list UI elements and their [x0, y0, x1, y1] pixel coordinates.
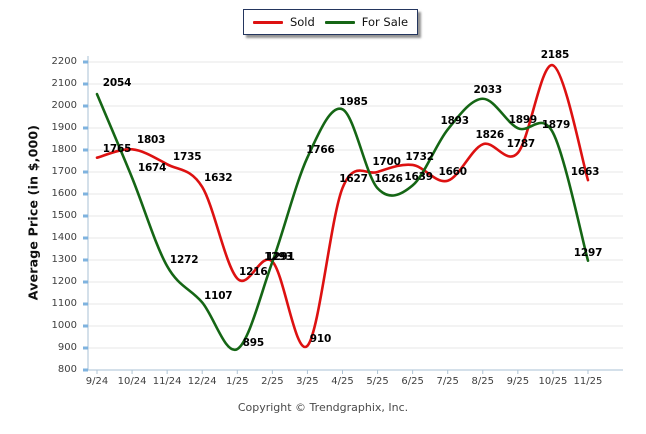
data-label-sold: 1803: [136, 134, 166, 147]
y-tick-label: 1600: [51, 188, 77, 199]
data-label-sold: 1627: [339, 173, 368, 186]
data-label-sold: 1293: [264, 250, 293, 263]
y-tick-label: 1900: [51, 122, 77, 133]
y-tick-mark: [83, 82, 88, 86]
data-label-sold: 1765: [102, 142, 132, 155]
y-tick-mark: [83, 368, 88, 372]
series-line-for-sale: [95, 92, 590, 352]
data-label-sold: 1732: [405, 150, 434, 163]
copyright-text: Copyright © Trendgraphix, Inc.: [237, 401, 409, 414]
x-tick-label: 10/24: [117, 376, 147, 387]
data-label-for-sale: 1766: [306, 144, 335, 157]
x-tick-label: 1/25: [226, 376, 249, 387]
x-tick-label: 9/24: [85, 376, 109, 387]
y-tick-mark: [83, 214, 88, 218]
y-tick-label: 1000: [51, 320, 77, 331]
data-label-sold: 1826: [475, 129, 505, 142]
data-label-for-sale: 1291: [266, 250, 295, 263]
x-tick-label: 7/25: [436, 376, 459, 387]
data-label-for-sale: 2054: [102, 77, 132, 90]
series-line-sold: [95, 64, 590, 349]
x-tick-label: 12/24: [187, 376, 217, 387]
legend-item-sold: Sold: [252, 15, 315, 29]
y-tick-mark: [83, 346, 88, 350]
x-tick-label: 11/24: [152, 376, 182, 387]
data-label-sold: 1632: [203, 171, 233, 184]
y-tick-mark: [83, 280, 88, 284]
data-label-sold: 2185: [540, 49, 570, 62]
data-label-for-sale: 1297: [573, 246, 603, 259]
y-tick-label: 1800: [51, 144, 77, 155]
y-tick-label: 900: [57, 342, 77, 353]
data-label-sold: 1216: [239, 266, 268, 279]
data-label-for-sale: 1626: [374, 173, 403, 186]
y-tick-label: 1300: [51, 254, 77, 265]
x-tick-label: 9/25: [506, 376, 530, 387]
y-tick-label: 2200: [51, 56, 77, 67]
y-tick-mark: [83, 236, 88, 240]
y-tick-mark: [83, 258, 88, 262]
x-tick-label: 2/25: [261, 376, 284, 387]
chart-legend: Sold For Sale: [243, 9, 418, 35]
y-tick-label: 2000: [51, 100, 77, 111]
data-label-sold: 1735: [172, 151, 202, 164]
data-label-for-sale: 1879: [541, 118, 571, 131]
x-tick-label: 5/25: [366, 376, 389, 387]
y-tick-mark: [83, 170, 88, 174]
x-tick-label: 3/25: [296, 376, 319, 387]
data-label-sold: 1787: [506, 137, 536, 150]
data-label-for-sale: 1107: [203, 290, 233, 303]
data-label-sold: 910: [309, 332, 332, 345]
y-tick-label: 2100: [51, 78, 77, 89]
x-tick-label: 10/25: [538, 376, 568, 387]
data-label-for-sale: 1674: [137, 161, 167, 174]
data-label-sold: 1663: [570, 166, 600, 179]
x-tick-label: 8/25: [471, 376, 494, 387]
data-label-sold: 1660: [438, 165, 467, 178]
y-tick-mark: [83, 302, 88, 306]
data-label-for-sale: 1985: [339, 96, 368, 109]
data-label-sold: 1700: [372, 156, 401, 168]
legend-item-forsale: For Sale: [324, 15, 409, 29]
y-tick-mark: [83, 148, 88, 152]
y-tick-label: 1400: [51, 232, 77, 243]
data-label-for-sale: 895: [242, 337, 265, 350]
legend-label-forsale: For Sale: [361, 15, 409, 29]
y-tick-label: 1500: [51, 210, 77, 221]
y-tick-label: 1700: [51, 166, 77, 177]
x-tick-label: 6/25: [401, 376, 424, 387]
sold-line-swatch-icon: [252, 20, 283, 24]
y-tick-label: 1100: [51, 298, 77, 309]
data-label-for-sale: 1272: [169, 254, 199, 267]
y-tick-mark: [83, 192, 88, 196]
data-label-for-sale: 1639: [404, 171, 433, 184]
y-tick-label: 800: [57, 364, 77, 375]
legend-label-sold: Sold: [289, 15, 315, 29]
y-tick-label: 1200: [51, 276, 77, 287]
data-label-for-sale: 1899: [508, 114, 538, 127]
forsale-line-swatch-icon: [324, 20, 355, 24]
y-tick-mark: [83, 104, 88, 108]
x-tick-label: 11/25: [573, 376, 603, 387]
y-tick-mark: [83, 60, 88, 64]
data-label-for-sale: 2033: [473, 83, 503, 96]
y-tick-mark: [83, 324, 88, 328]
y-tick-mark: [83, 126, 88, 130]
x-tick-label: 4/25: [331, 376, 354, 387]
data-label-for-sale: 1893: [440, 114, 469, 127]
